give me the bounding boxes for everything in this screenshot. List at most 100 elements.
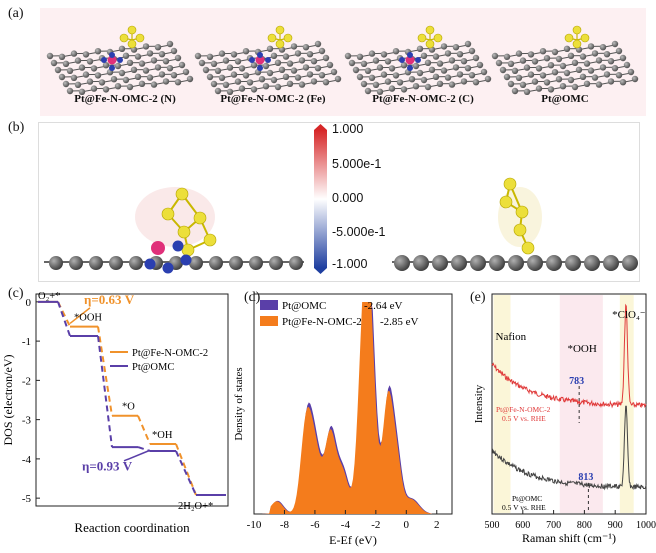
carbon-atom bbox=[424, 83, 432, 91]
carbon-atom bbox=[322, 79, 330, 86]
structure-label-omc: Pt@OMC bbox=[541, 93, 589, 105]
substrate-atom bbox=[584, 255, 600, 271]
structure-label-n: Pt@Fe-N-OMC-2 (N) bbox=[74, 93, 176, 105]
carbon-atom bbox=[86, 58, 94, 65]
carbon-atom bbox=[372, 57, 380, 64]
carbon-atom bbox=[579, 73, 587, 81]
carbon-atom bbox=[360, 60, 368, 67]
carbon-atom bbox=[90, 65, 98, 72]
x-tick-label: 700 bbox=[546, 520, 561, 531]
carbon-atom bbox=[170, 72, 178, 79]
substrate-atom bbox=[413, 255, 429, 271]
carbon-atom bbox=[400, 62, 408, 69]
nafion-band bbox=[493, 295, 511, 513]
carbon-atom bbox=[222, 81, 230, 89]
legend-value: -2.85 eV bbox=[380, 316, 419, 328]
carbon-atom bbox=[250, 86, 258, 93]
n-atom bbox=[180, 254, 192, 266]
carbon-atom bbox=[420, 76, 428, 84]
carbon-atom bbox=[559, 83, 567, 90]
carbon-atom bbox=[356, 53, 364, 60]
carbon-atom bbox=[460, 58, 468, 65]
carbon-atom bbox=[262, 83, 270, 90]
carbon-atom bbox=[122, 76, 130, 84]
carbon-atom bbox=[226, 64, 234, 71]
carbon-atom bbox=[484, 75, 492, 83]
carbon-atom bbox=[142, 43, 150, 50]
peak-label-783: 783 bbox=[569, 376, 584, 387]
carbon-atom bbox=[158, 71, 166, 78]
carbon-atom bbox=[194, 52, 202, 60]
carbon-atom bbox=[234, 78, 242, 85]
carbon-atom bbox=[134, 73, 142, 81]
carbon-atom bbox=[539, 48, 547, 55]
n-atom bbox=[109, 65, 115, 71]
carbon-atom bbox=[50, 59, 58, 67]
carbon-atom bbox=[146, 50, 154, 57]
carbon-atom bbox=[318, 72, 326, 79]
carbon-atom bbox=[274, 83, 282, 91]
substrate-atom bbox=[451, 255, 467, 271]
x-axis-label: E-Ef (eV) bbox=[329, 533, 377, 547]
carbon-atom bbox=[420, 52, 428, 59]
substrate-atom bbox=[269, 256, 283, 270]
carbon-atom bbox=[503, 73, 511, 81]
carbon-atom bbox=[150, 81, 158, 88]
pt-atom bbox=[175, 187, 189, 201]
carbon-atom bbox=[591, 74, 599, 81]
carbon-atom bbox=[380, 51, 388, 58]
colorbar-top-arrow bbox=[314, 124, 327, 130]
carbon-atom bbox=[535, 65, 543, 72]
carbon-atom bbox=[130, 66, 138, 73]
carbon-atom bbox=[58, 73, 66, 81]
carbon-atom bbox=[326, 61, 334, 69]
carbon-atom bbox=[464, 40, 472, 48]
carbon-atom bbox=[70, 74, 78, 82]
carbon-atom bbox=[262, 62, 270, 70]
substrate-atom bbox=[229, 256, 243, 270]
carbon-atom bbox=[214, 87, 222, 95]
structure-label-c: Pt@Fe-N-OMC-2 (C) bbox=[372, 93, 474, 105]
carbon-atom bbox=[310, 58, 318, 65]
substrate-atom bbox=[289, 256, 303, 270]
n-atom bbox=[162, 262, 174, 274]
carbon-atom bbox=[551, 48, 559, 56]
carbon-atom bbox=[356, 73, 364, 81]
step-label-oh: *OH bbox=[152, 430, 173, 441]
carbon-atom bbox=[242, 48, 250, 55]
y-tick-label: -1 bbox=[22, 336, 31, 348]
substrate-atom bbox=[622, 255, 638, 271]
colorbar-label-min: -1.000 bbox=[332, 257, 368, 271]
carbon-atom bbox=[170, 47, 178, 55]
carbon-atom bbox=[114, 62, 122, 70]
carbon-atom bbox=[440, 67, 448, 74]
substrate-atom bbox=[394, 255, 410, 271]
carbon-atom bbox=[495, 59, 503, 67]
structure-model-2 bbox=[344, 25, 492, 96]
carbon-atom bbox=[555, 76, 563, 83]
carbon-atom bbox=[174, 54, 182, 62]
pt-atom bbox=[572, 39, 582, 49]
energy-connector bbox=[175, 443, 197, 496]
carbon-atom bbox=[567, 52, 575, 59]
carbon-atom bbox=[416, 45, 424, 52]
carbon-atom bbox=[118, 45, 126, 52]
legend-label: Pt@Fe-N-OMC-2 bbox=[132, 348, 208, 359]
n-atom bbox=[415, 57, 421, 63]
carbon-atom bbox=[440, 43, 448, 50]
carbon-atom bbox=[126, 59, 134, 66]
carbon-atom bbox=[290, 43, 298, 50]
n-atom bbox=[101, 57, 107, 63]
substrate-atom bbox=[189, 256, 203, 270]
carbon-atom bbox=[162, 58, 170, 65]
carbon-atom bbox=[499, 66, 507, 74]
substrate-atom bbox=[209, 256, 223, 270]
carbon-atom bbox=[174, 79, 182, 86]
structure-model-3 bbox=[491, 25, 639, 96]
step-label-ooh: *OOH bbox=[74, 313, 102, 324]
n-atom bbox=[249, 57, 255, 63]
carbon-atom bbox=[94, 72, 102, 79]
x-tick-label: 500 bbox=[485, 520, 500, 531]
carbon-atom bbox=[86, 78, 94, 85]
eta-arrow-2 bbox=[123, 449, 151, 462]
